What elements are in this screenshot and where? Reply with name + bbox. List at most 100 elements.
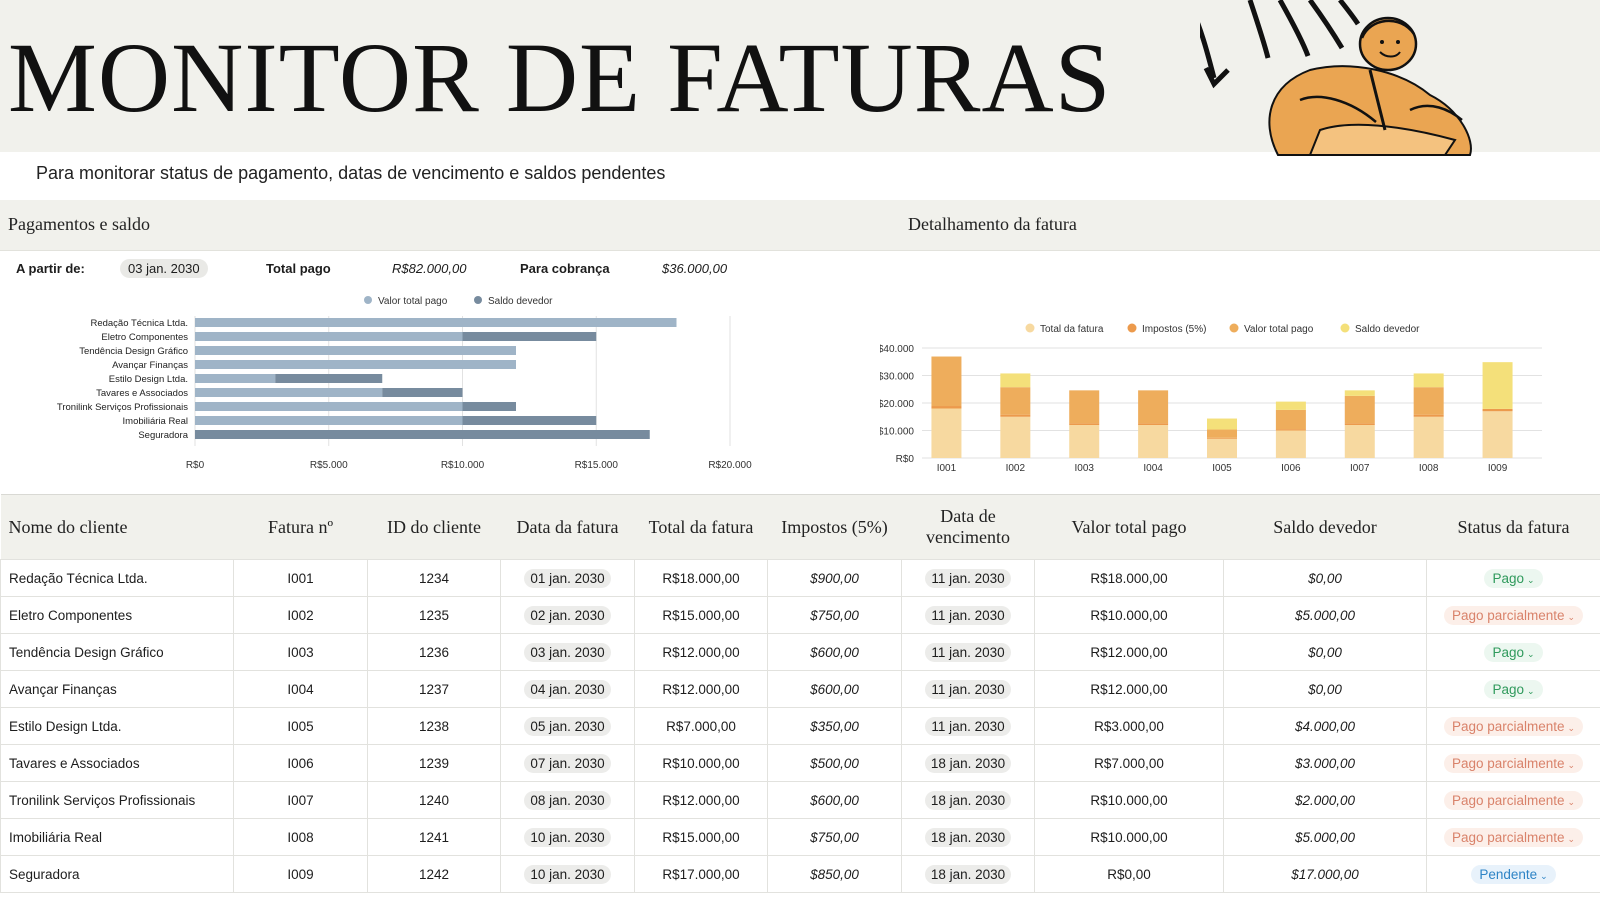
chevron-down-icon: ⌄ [1526,648,1535,659]
due-date-cell[interactable]: 11 jan. 2030 [901,670,1035,708]
col-header-client[interactable]: Nome do cliente [0,494,234,560]
tax-bar [1275,429,1306,431]
col-header-status[interactable]: Status da fatura [1426,494,1600,560]
page-subtitle: Para monitorar status de pagamento, data… [36,163,666,183]
date-pill[interactable]: 11 jan. 2030 [925,568,1011,588]
legend-label: Total da fatura [1040,324,1104,335]
category-label: Estilo Design Ltda. [109,374,188,385]
client-id-cell: 1234 [367,559,501,597]
legend-marker [1340,323,1350,333]
due-date-cell[interactable]: 11 jan. 2030 [901,559,1035,597]
col-header-amount-paid[interactable]: Valor total pago [1034,494,1224,560]
date-pill[interactable]: 11 jan. 2030 [925,716,1011,736]
status-cell[interactable]: Pago parcialmente ⌄ [1426,781,1600,819]
y-tick-label: R$20.000 [880,399,914,410]
date-pill[interactable]: 05 jan. 2030 [524,716,611,736]
client-id-cell: 1235 [367,596,501,634]
due-date-cell[interactable]: 18 jan. 2030 [901,744,1035,782]
invoice-date-cell[interactable]: 08 jan. 2030 [500,781,635,819]
date-pill[interactable]: 10 jan. 2030 [524,864,611,884]
date-pill[interactable]: 18 jan. 2030 [924,753,1012,773]
date-pill[interactable]: 04 jan. 2030 [524,679,611,699]
status-cell[interactable]: Pago parcialmente ⌄ [1426,596,1600,634]
status-dropdown[interactable]: Pago parcialmente ⌄ [1443,790,1584,810]
invoice-total-bar [1138,425,1169,458]
balance-bar [1482,362,1513,409]
date-pill[interactable]: 10 jan. 2030 [524,827,611,847]
col-header-taxes[interactable]: Impostos (5%) [767,494,902,560]
date-pill[interactable]: 11 jan. 2030 [925,642,1011,662]
status-cell[interactable]: Pago parcialmente ⌄ [1426,707,1600,745]
status-dropdown[interactable]: Pago ⌄ [1484,679,1543,699]
status-dropdown[interactable]: Pendente ⌄ [1471,864,1556,884]
col-header-invoice-date[interactable]: Data da fatura [500,494,635,560]
col-header-due-date[interactable]: Data de vencimento [901,494,1035,560]
paid-bar [1000,387,1031,415]
status-cell[interactable]: Pendente ⌄ [1426,855,1600,893]
invoice-date-cell[interactable]: 07 jan. 2030 [500,744,635,782]
invoice-date-cell[interactable]: 10 jan. 2030 [500,818,635,856]
balance-bar [1413,373,1444,388]
invoice-number-cell: I001 [233,559,368,597]
status-dropdown[interactable]: Pago ⌄ [1484,642,1543,662]
col-header-invoice-number[interactable]: Fatura nº [233,494,368,560]
due-date-cell[interactable]: 18 jan. 2030 [901,818,1035,856]
due-date-cell[interactable]: 18 jan. 2030 [901,855,1035,893]
y-tick-label: R$30.000 [880,372,914,383]
invoice-date-cell[interactable]: 04 jan. 2030 [500,670,635,708]
taxes-cell: $850,00 [767,855,902,893]
status-label: Pendente [1479,866,1538,882]
amount-paid-cell: R$18.000,00 [1034,559,1224,597]
balance-bar [462,332,597,341]
status-cell[interactable]: Pago ⌄ [1426,559,1600,597]
status-cell[interactable]: Pago parcialmente ⌄ [1426,744,1600,782]
invoice-date-cell[interactable]: 03 jan. 2030 [500,633,635,671]
status-cell[interactable]: Pago ⌄ [1426,670,1600,708]
status-dropdown[interactable]: Pago parcialmente ⌄ [1443,753,1584,773]
amount-paid-cell: R$12.000,00 [1034,633,1224,671]
balance-bar [462,416,597,425]
taxes-cell: $900,00 [767,559,902,597]
invoice-date-cell[interactable]: 10 jan. 2030 [500,855,635,893]
invoice-total-cell: R$12.000,00 [634,633,768,671]
category-label: Redação Técnica Ltda. [90,318,188,329]
status-dropdown[interactable]: Pago parcialmente ⌄ [1443,716,1584,736]
due-date-cell[interactable]: 11 jan. 2030 [901,707,1035,745]
col-header-invoice-total[interactable]: Total da fatura [634,494,768,560]
status-dropdown[interactable]: Pago parcialmente ⌄ [1443,605,1584,625]
date-pill[interactable]: 11 jan. 2030 [925,679,1011,699]
x-tick-label: R$20.000 [708,460,752,471]
client-id-cell: 1239 [367,744,501,782]
col-header-client-id[interactable]: ID do cliente [367,494,501,560]
status-cell[interactable]: Pago ⌄ [1426,633,1600,671]
status-dropdown[interactable]: Pago ⌄ [1484,568,1543,588]
due-date-cell[interactable]: 11 jan. 2030 [901,596,1035,634]
x-tick-label: I004 [1143,463,1163,474]
x-tick-label: I009 [1488,463,1508,474]
balance-due-cell: $5.000,00 [1223,596,1427,634]
from-date-value[interactable]: 03 jan. 2030 [120,259,208,278]
status-cell[interactable]: Pago parcialmente ⌄ [1426,818,1600,856]
total-paid-label: Total pago [266,261,331,276]
date-pill[interactable]: 02 jan. 2030 [524,605,611,625]
client-name-cell: Redação Técnica Ltda. [0,559,234,597]
col-header-balance-due[interactable]: Saldo devedor [1223,494,1427,560]
date-pill[interactable]: 03 jan. 2030 [524,642,611,662]
date-pill[interactable]: 18 jan. 2030 [924,827,1012,847]
date-pill[interactable]: 01 jan. 2030 [524,568,611,588]
invoice-date-cell[interactable]: 01 jan. 2030 [500,559,635,597]
due-date-cell[interactable]: 18 jan. 2030 [901,781,1035,819]
date-pill[interactable]: 18 jan. 2030 [924,864,1012,884]
date-pill[interactable]: 07 jan. 2030 [524,753,611,773]
balance-bar [1275,401,1306,410]
client-id-cell: 1242 [367,855,501,893]
invoice-date-cell[interactable]: 02 jan. 2030 [500,596,635,634]
invoice-date-cell[interactable]: 05 jan. 2030 [500,707,635,745]
date-pill[interactable]: 18 jan. 2030 [924,790,1012,810]
table-row: Tronilink Serviços Profissionais I007 1240… [0,781,1600,819]
date-pill[interactable]: 08 jan. 2030 [524,790,611,810]
paid-bar [195,416,463,425]
status-dropdown[interactable]: Pago parcialmente ⌄ [1443,827,1584,847]
due-date-cell[interactable]: 11 jan. 2030 [901,633,1035,671]
date-pill[interactable]: 11 jan. 2030 [925,605,1011,625]
